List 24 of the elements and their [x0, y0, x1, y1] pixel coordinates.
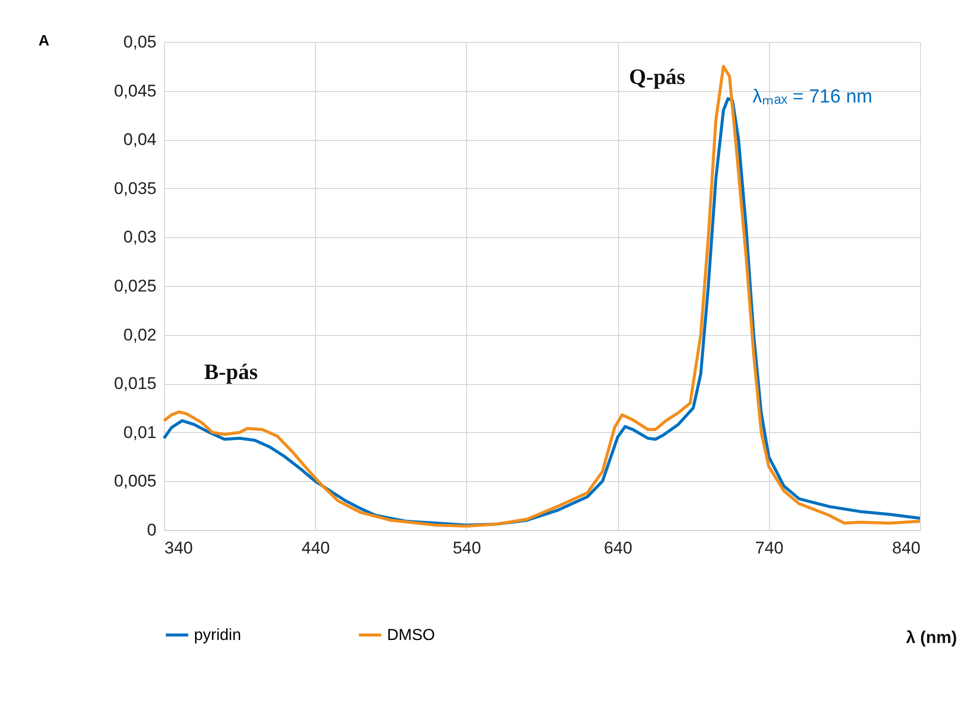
x-tick-label: 340 [164, 538, 193, 558]
x-tick-label: 640 [604, 538, 632, 558]
annotation: B-pás [204, 359, 258, 384]
annotation: Q-pás [629, 64, 686, 89]
legend-label: DMSO [387, 627, 435, 644]
y-tick-label: 0,015 [114, 374, 156, 394]
x-tick-label: 740 [755, 538, 784, 558]
y-tick-label: 0 [147, 520, 156, 540]
x-tick-label: 840 [892, 538, 920, 558]
y-tick-label: 0,035 [114, 178, 156, 198]
x-tick-label: 440 [302, 538, 330, 558]
y-tick-label: 0,025 [114, 276, 156, 296]
annotation: λₘₐₓ = 716 nm [752, 86, 872, 108]
y-axis-title: A [38, 32, 50, 50]
x-tick-label: 540 [452, 538, 482, 558]
y-tick-label: 0,04 [123, 130, 156, 150]
y-tick-label: 0,05 [123, 32, 156, 52]
y-tick-label: 0,005 [114, 472, 156, 491]
y-tick-label: 0,02 [123, 325, 156, 344]
y-tick-label: 0,01 [123, 422, 156, 442]
legend-label: pyridin [194, 627, 242, 644]
text: λ (nm) [906, 628, 957, 647]
y-tick-label: 0,045 [114, 81, 156, 100]
y-tick-label: 0,03 [123, 228, 156, 247]
